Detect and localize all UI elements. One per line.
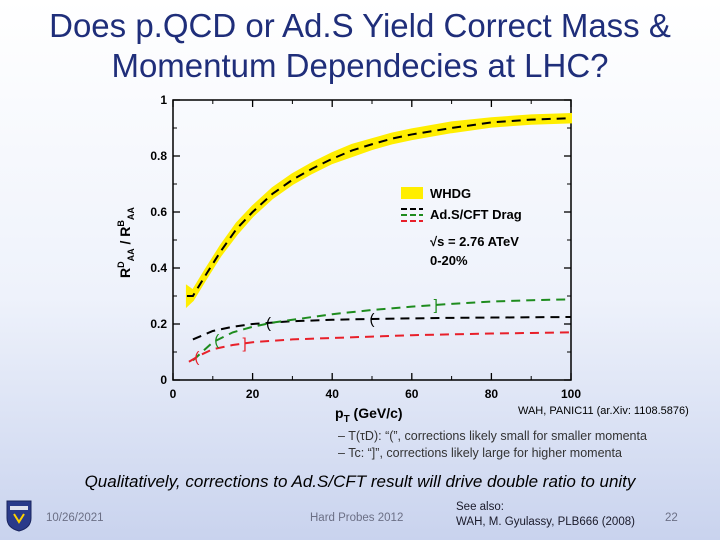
- x-tick-label: 100: [561, 387, 581, 401]
- bracket-marker: (: [214, 332, 219, 349]
- legend-label-drag: Ad.S/CFT Drag: [430, 207, 522, 222]
- bracket-marker: (: [266, 315, 271, 332]
- annotation-centrality: 0-20%: [430, 253, 468, 268]
- y-tick-label: 0.4: [150, 261, 167, 275]
- series-whdg-central: [186, 117, 572, 297]
- see-also: See also: WAH, M. Gyulassy, PLB666 (2008…: [456, 500, 635, 530]
- title-line-1: Does p.QCD or Ad.S Yield Correct Mass &: [49, 7, 671, 44]
- bracket-marker: (: [370, 311, 375, 328]
- see-also-reference: WAH, M. Gyulassy, PLB666 (2008): [456, 516, 635, 528]
- x-axis-label: pT (GeV/c): [335, 405, 403, 425]
- slide-date: 10/26/2021: [46, 512, 104, 524]
- series-whdg-band: [185, 112, 572, 309]
- series-ad-s-cft-drag-green: [192, 298, 572, 362]
- legend-label-whdg: WHDG: [430, 186, 471, 201]
- bracket-marker: ]: [434, 297, 438, 314]
- bullet-item: – Tc: “]”, corrections likely large for …: [338, 446, 622, 460]
- x-tick-label: 80: [485, 387, 499, 401]
- y-tick-label: 0.8: [150, 149, 167, 163]
- x-tick-label: 0: [170, 387, 177, 401]
- conclusion-text: Qualitatively, corrections to Ad.S/CFT r…: [84, 472, 636, 491]
- slide-title: Does p.QCD or Ad.S Yield Correct Mass & …: [0, 6, 720, 86]
- y-tick-label: 1: [160, 93, 167, 107]
- x-tick-label: 60: [405, 387, 419, 401]
- conference-name: Hard Probes 2012: [310, 512, 404, 524]
- page-number: 22: [665, 512, 678, 524]
- series-ad-s-cft-drag: [192, 316, 572, 341]
- y-tick-label: 0.6: [150, 205, 167, 219]
- bullet-item: – T(τD): “(”, corrections likely small f…: [338, 429, 647, 443]
- y-tick-label: 0.2: [150, 317, 167, 331]
- bracket-marker: (: [194, 349, 199, 366]
- title-line-2: Momentum Dependecies at LHC?: [111, 47, 609, 84]
- y-tick-label: 0: [160, 373, 167, 387]
- university-crest-icon: [6, 500, 32, 532]
- annotation-energy: √s = 2.76 ATeV: [430, 234, 519, 249]
- legend-swatch-whdg: [401, 187, 423, 199]
- x-tick-label: 20: [246, 387, 260, 401]
- y-axis-label: RDAA / RBAA: [116, 207, 136, 278]
- reference-text: WAH, PANIC11 (ar.Xiv: 1108.5876): [518, 405, 689, 417]
- series-ad-s-cft-drag-red: [188, 331, 572, 363]
- x-tick-label: 40: [326, 387, 340, 401]
- see-also-label: See also:: [456, 501, 504, 513]
- bracket-marker: ]: [243, 335, 247, 352]
- bullet-list: – T(τD): “(”, corrections likely small f…: [338, 428, 647, 462]
